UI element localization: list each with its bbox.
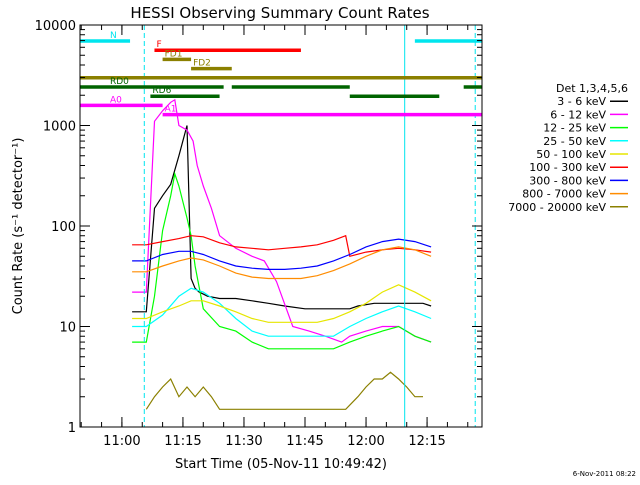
series-line-2 xyxy=(132,171,432,350)
legend-title: Det 1,3,4,5,6 xyxy=(556,82,628,95)
legend-label-6: 300 - 800 keV xyxy=(529,174,606,187)
y-tick-label-1: 10 xyxy=(59,321,76,336)
series-line-0 xyxy=(132,125,432,313)
chart-title: HESSI Observing Summary Count Rates xyxy=(130,4,429,22)
legend-label-1: 6 - 12 keV xyxy=(550,108,606,121)
series-line-3 xyxy=(132,287,432,337)
y-axis-label: Count Rate (s⁻¹ detector⁻¹) xyxy=(11,138,26,315)
series-line-1 xyxy=(132,98,432,343)
legend-label-2: 12 - 25 keV xyxy=(543,122,606,135)
x-tick-label-3: 11:45 xyxy=(286,434,323,449)
flag-label-1: F xyxy=(156,40,161,50)
legend-label-3: 25 - 50 keV xyxy=(543,135,606,148)
series-line-6 xyxy=(132,238,432,270)
y-tick-label-2: 100 xyxy=(51,220,76,235)
x-tick-label-2: 11:30 xyxy=(225,434,262,449)
x-tick-label-1: 11:15 xyxy=(164,434,201,449)
flag-label-7: A0 xyxy=(110,95,122,105)
y-tick-label-3: 1000 xyxy=(43,120,76,135)
legend-label-8: 7000 - 20000 keV xyxy=(508,201,606,214)
plot-timestamp: 6-Nov-2011 08:22 xyxy=(573,470,636,478)
x-tick-label-4: 12:00 xyxy=(347,434,384,449)
legend-label-7: 800 - 7000 keV xyxy=(522,188,606,201)
x-tick-label-0: 11:00 xyxy=(103,434,140,449)
y-tick-label-0: 1 xyxy=(68,421,76,436)
x-axis-label: Start Time (05-Nov-11 10:49:42) xyxy=(175,457,387,472)
flag-label-3: FD2 xyxy=(193,59,211,69)
series-line-7 xyxy=(132,246,432,280)
x-tick-label-5: 12:15 xyxy=(408,434,445,449)
series-line-8 xyxy=(145,371,423,410)
legend-label-0: 3 - 6 keV xyxy=(557,95,606,108)
legend-label-5: 100 - 300 keV xyxy=(529,161,606,174)
flag-label-0: N xyxy=(110,31,117,41)
flag-label-2: FD1 xyxy=(165,49,183,59)
flag-label-6: RD6 xyxy=(152,86,171,96)
y-tick-label-4: 10000 xyxy=(35,19,76,34)
legend-label-4: 50 - 100 keV xyxy=(536,148,606,161)
flag-label-5: RD0 xyxy=(110,77,129,87)
series-line-4 xyxy=(132,284,432,323)
flag-label-8: A1 xyxy=(165,105,177,115)
series-line-5 xyxy=(132,234,432,258)
